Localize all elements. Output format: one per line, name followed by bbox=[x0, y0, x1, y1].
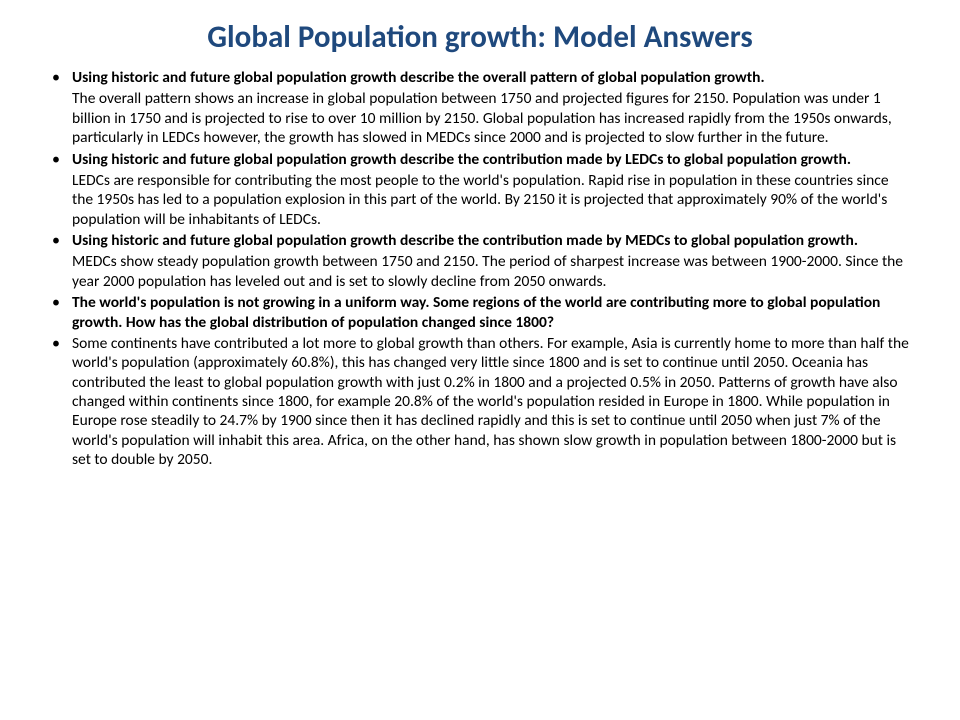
question-item: The world's population is not growing in… bbox=[72, 293, 912, 332]
question-item: Using historic and future global populat… bbox=[72, 150, 912, 169]
question-item: Using historic and future global populat… bbox=[72, 68, 912, 87]
answer-text: The overall pattern shows an increase in… bbox=[72, 89, 892, 147]
question-text: Using historic and future global populat… bbox=[72, 68, 765, 87]
question-text: The world's population is not growing in… bbox=[72, 293, 880, 331]
slide-title: Global Population growth: Model Answers bbox=[48, 18, 912, 56]
answer-item: LEDCs are responsible for contributing t… bbox=[48, 171, 912, 229]
answer-text: Some continents have contributed a lot m… bbox=[72, 334, 909, 469]
answer-item: MEDCs show steady population growth betw… bbox=[48, 252, 912, 291]
question-text: Using historic and future global populat… bbox=[72, 231, 858, 250]
answer-item: Some continents have contributed a lot m… bbox=[72, 334, 912, 470]
content-list: Using historic and future global populat… bbox=[48, 68, 912, 470]
answer-item: The overall pattern shows an increase in… bbox=[48, 89, 912, 147]
question-item: Using historic and future global populat… bbox=[72, 231, 912, 250]
answer-text: LEDCs are responsible for contributing t… bbox=[72, 171, 889, 229]
answer-text: MEDCs show steady population growth betw… bbox=[72, 252, 903, 290]
question-text: Using historic and future global populat… bbox=[72, 150, 851, 169]
